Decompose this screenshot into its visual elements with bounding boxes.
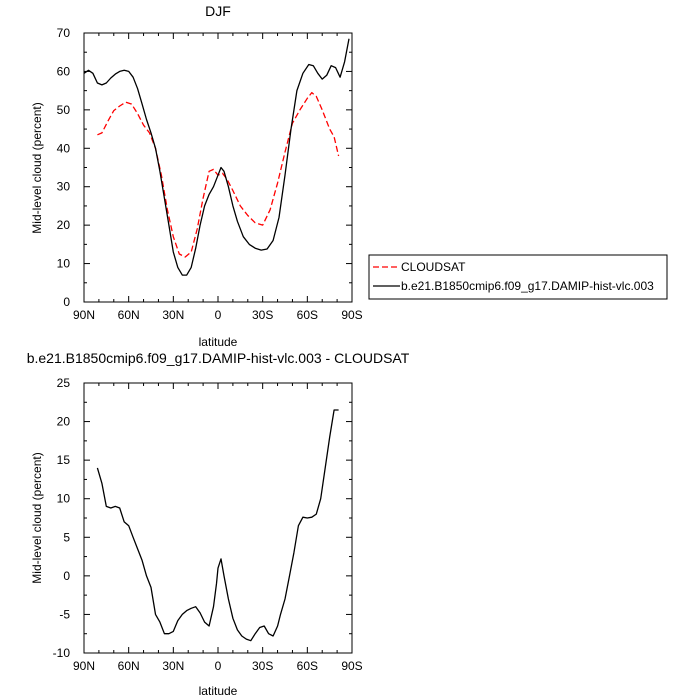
top-plot-series bbox=[83, 38, 350, 276]
top-y-tick-label: 20 bbox=[57, 218, 71, 232]
top-series-line-model bbox=[83, 38, 350, 276]
bottom-y-axis-title: Mid-level cloud (percent) bbox=[30, 452, 44, 583]
top-x-tick-label: 60S bbox=[297, 308, 318, 322]
bottom-plot-ticks: 90N 60N 30N 0 30S 60S 90S -10 -5 0 5 10 15 20 25 bbox=[53, 376, 363, 673]
top-y-tick-label: 40 bbox=[57, 141, 71, 155]
bottom-y-tick-label: 0 bbox=[63, 569, 70, 583]
top-plot-ticks: 90N 60N 30N 0 30S 60S 90S 0 10 20 30 40 50 60 70 bbox=[57, 26, 363, 322]
legend: CLOUDSAT b.e21.B1850cmip6.f09_g17.DAMIP-… bbox=[368, 254, 668, 300]
top-x-tick-label: 30N bbox=[162, 308, 184, 322]
bottom-x-tick-label: 0 bbox=[215, 659, 222, 673]
top-x-tick-label: 90N bbox=[73, 308, 95, 322]
bottom-y-tick-label: 15 bbox=[57, 453, 71, 467]
top-y-tick-label: 30 bbox=[57, 180, 71, 194]
top-y-axis-title: Mid-level cloud (percent) bbox=[30, 102, 44, 233]
top-panel: DJF 90N 60N 30N 0 30S 60S 90S 0 10 20 30 40 50 60 70 l… bbox=[30, 3, 363, 349]
bottom-x-tick-label: 60N bbox=[118, 659, 140, 673]
top-plot-frame bbox=[83, 32, 353, 303]
top-series-line-cloudsat bbox=[97, 91, 340, 258]
bottom-x-tick-label: 90N bbox=[73, 659, 95, 673]
top-x-tick-label: 90S bbox=[341, 308, 362, 322]
bottom-x-tick-label: 30N bbox=[162, 659, 184, 673]
bottom-plot-frame bbox=[83, 382, 353, 654]
bottom-y-tick-label: 10 bbox=[57, 492, 71, 506]
top-y-tick-label: 60 bbox=[57, 64, 71, 78]
legend-box bbox=[368, 254, 668, 300]
top-x-tick-label: 60N bbox=[118, 308, 140, 322]
legend-label-model: b.e21.B1850cmip6.f09_g17.DAMIP-hist-vlc.… bbox=[401, 279, 654, 293]
bottom-x-tick-label: 90S bbox=[341, 659, 362, 673]
top-y-tick-label: 0 bbox=[63, 295, 70, 309]
bottom-x-axis-title: latitude bbox=[199, 684, 238, 698]
bottom-y-tick-label: -10 bbox=[53, 646, 71, 660]
bottom-plot-title: b.e21.B1850cmip6.f09_g17.DAMIP-hist-vlc.… bbox=[27, 350, 410, 366]
bottom-y-tick-label: 20 bbox=[57, 415, 71, 429]
bottom-plot-series bbox=[96, 409, 339, 642]
bottom-x-tick-label: 60S bbox=[297, 659, 318, 673]
bottom-y-tick-label: 25 bbox=[57, 376, 71, 390]
bottom-y-tick-label: 5 bbox=[63, 530, 70, 544]
bottom-series-line-difference bbox=[96, 409, 339, 642]
top-y-tick-label: 70 bbox=[57, 26, 71, 40]
top-x-axis-title: latitude bbox=[199, 335, 238, 349]
top-x-tick-label: 30S bbox=[252, 308, 273, 322]
legend-label-cloudsat: CLOUDSAT bbox=[401, 260, 466, 274]
bottom-panel: b.e21.B1850cmip6.f09_g17.DAMIP-hist-vlc.… bbox=[27, 350, 410, 698]
top-y-tick-label: 10 bbox=[57, 257, 71, 271]
bottom-y-tick-label: -5 bbox=[59, 607, 70, 621]
top-x-tick-label: 0 bbox=[215, 308, 222, 322]
top-y-tick-label: 50 bbox=[57, 103, 71, 117]
bottom-x-tick-label: 30S bbox=[252, 659, 273, 673]
top-plot-title: DJF bbox=[205, 3, 231, 19]
